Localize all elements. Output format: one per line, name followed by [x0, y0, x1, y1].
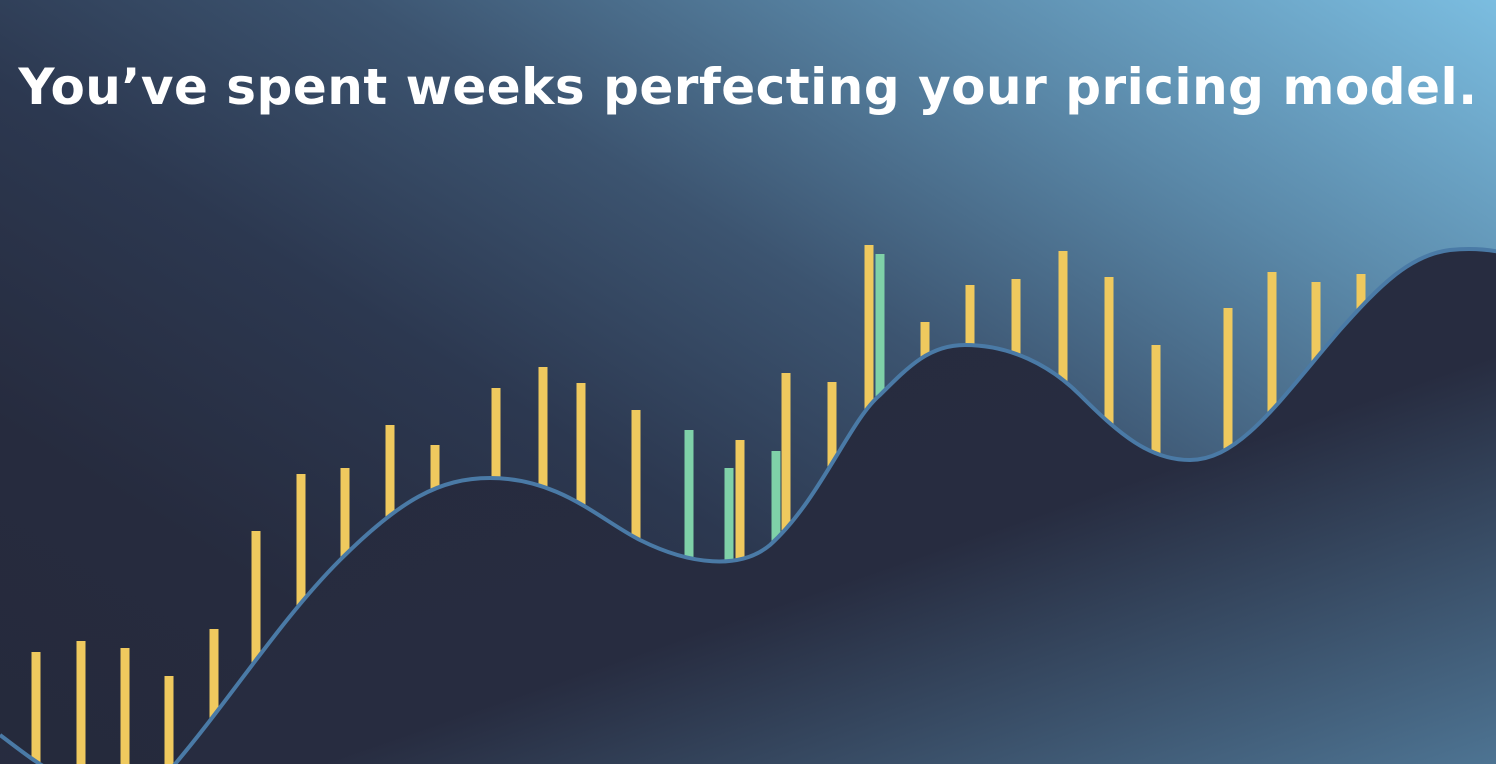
bar	[251, 531, 261, 764]
bar	[120, 648, 130, 764]
curve-line	[0, 246, 1496, 764]
bar	[76, 641, 86, 764]
bar	[209, 629, 219, 764]
bar	[31, 652, 41, 764]
bar	[164, 676, 174, 764]
headline: You’ve spent weeks perfecting your prici…	[18, 58, 1478, 116]
curve-area	[0, 248, 1496, 764]
